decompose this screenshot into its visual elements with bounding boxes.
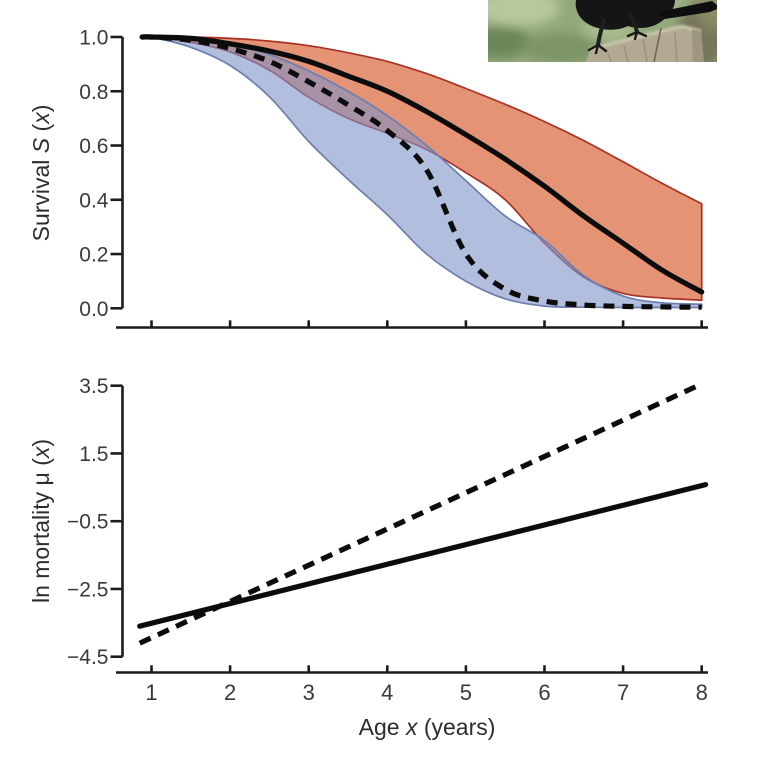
survival-x-axis (116, 320, 708, 329)
wooden-post (586, 24, 704, 62)
y-tick-label: 0.8 (79, 81, 108, 104)
bird (575, 0, 717, 55)
mortality-solid-line (137, 482, 709, 629)
mortality-y-axis: 3.5 1.5 −0.5 −2.5 −4.5 (67, 375, 124, 669)
survival-y-axis: 1.0 0.8 0.6 0.4 0.2 0.0 (79, 27, 124, 321)
label-var-x: x (28, 112, 54, 124)
y-tick-label: 1.0 (79, 27, 108, 50)
y-tick-label: −4.5 (67, 646, 108, 669)
label-text: (years) (417, 714, 496, 740)
label-text: ) (28, 438, 54, 447)
bird-tail (658, 1, 717, 19)
label-text: ( (28, 458, 54, 473)
label-var-x: x (28, 446, 54, 459)
y-tick-label: 0.6 (79, 135, 108, 158)
x-tick-label: 7 (617, 680, 629, 705)
x-tick-label: 3 (303, 680, 315, 705)
bird-feet (587, 30, 648, 55)
label-text: Survival (28, 153, 54, 242)
x-tick-label: 8 (696, 680, 708, 705)
bird-photo-illustration (488, 0, 717, 62)
y-tick-label: 1.5 (79, 443, 108, 466)
survival-y-axis-label: Survival S (x) (26, 3, 56, 343)
survival-solid-estimate (139, 34, 705, 295)
x-tick-label: 5 (460, 680, 472, 705)
label-text: ( (28, 123, 54, 138)
bird-photo (488, 0, 717, 62)
y-tick-label: 0.2 (79, 244, 108, 267)
y-tick-label: 0.0 (79, 298, 108, 321)
label-text: Age (358, 714, 406, 740)
label-var-mu: μ (28, 472, 54, 486)
mortality-x-axis: 1 2 3 4 5 6 7 8 (116, 665, 708, 705)
y-tick-label: −2.5 (67, 578, 108, 601)
bird-legs (596, 14, 639, 47)
label-var-x: x (405, 714, 418, 740)
label-text: ) (28, 104, 54, 113)
y-tick-label: 3.5 (79, 375, 108, 398)
y-tick-label: −0.5 (67, 511, 108, 534)
x-tick-label: 4 (381, 680, 393, 705)
x-axis-label: Age x (years) (257, 712, 597, 742)
label-text: ln mortality (28, 485, 54, 604)
mortality-y-axis-label: ln mortality μ (x) (26, 351, 56, 691)
bird-body (575, 0, 675, 30)
x-tick-label: 2 (224, 680, 236, 705)
label-var-S: S (28, 137, 54, 154)
x-tick-label: 6 (538, 680, 550, 705)
y-tick-label: 0.4 (79, 189, 109, 212)
x-tick-label: 1 (145, 680, 157, 705)
mortality-dashed-line (138, 383, 699, 646)
